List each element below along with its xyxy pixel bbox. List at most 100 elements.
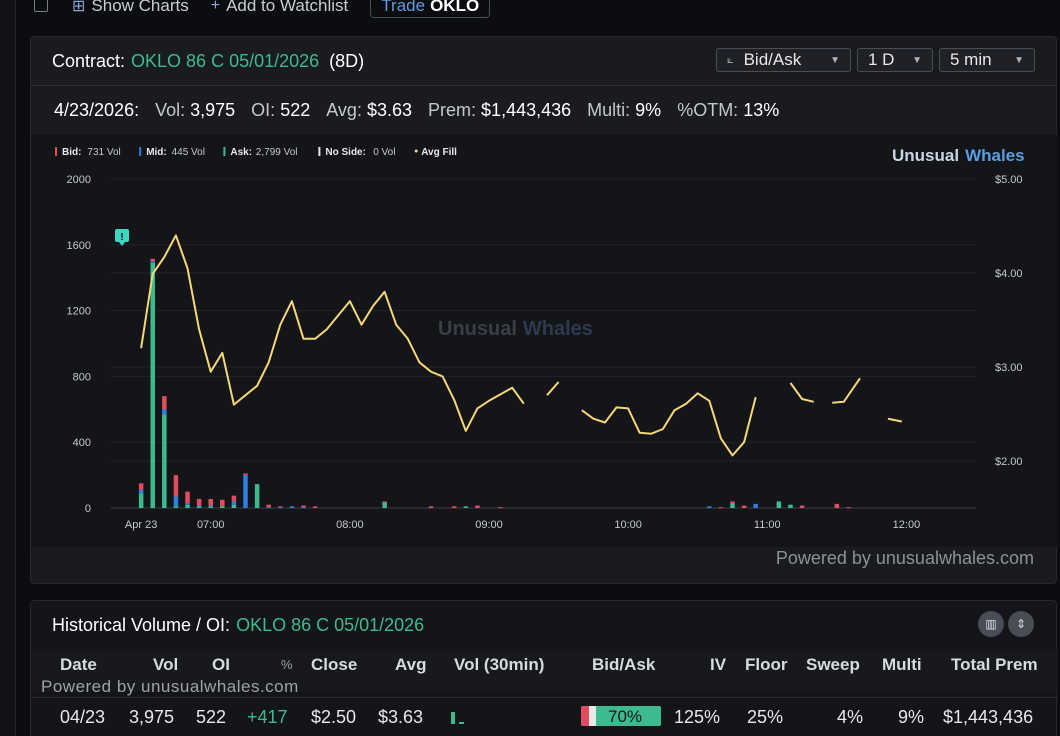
col-pct[interactable]: % xyxy=(281,657,293,672)
bar-segment-bid xyxy=(382,501,387,503)
bar-segment-bid xyxy=(475,505,480,508)
legend-item: Avg Fill xyxy=(414,147,457,158)
col-iv[interactable]: IV xyxy=(710,655,727,674)
columns-icon[interactable]: ▥ xyxy=(978,611,1004,637)
legend-swatch xyxy=(55,147,57,156)
volume-bar xyxy=(231,495,237,508)
volume-bar xyxy=(173,475,179,508)
volume-bar xyxy=(382,501,387,508)
avg-fill-segment xyxy=(832,377,861,404)
cell-sweep: 4% xyxy=(837,707,864,727)
volume-bar xyxy=(463,506,469,508)
volume-bar xyxy=(718,507,724,509)
bar-segment-bid xyxy=(150,258,155,262)
bar-segment-ask xyxy=(150,262,155,508)
bar-segment-ask xyxy=(138,493,144,508)
chevron-down-icon: ▼ xyxy=(830,54,840,66)
col-avg[interactable]: Avg xyxy=(395,655,427,674)
chart-legend: Bid: 731 Vol Mid: 445 Vol Ask: 2,799 Vol No Si… xyxy=(55,147,457,158)
bar-segment-bid xyxy=(834,503,840,508)
col-date[interactable]: Date xyxy=(60,655,97,674)
bar-segment-bid xyxy=(428,506,434,508)
bar-segment-bid xyxy=(730,501,735,504)
legend-name: Mid: xyxy=(146,147,167,158)
col-total-prem[interactable]: Total Prem xyxy=(951,655,1038,674)
x-axis-time: Apr 23 07:00 08:00 09:00 10:00 11:00 12:00 xyxy=(125,519,920,531)
cell-date: 04/23 xyxy=(60,707,106,727)
col-close[interactable]: Close xyxy=(311,655,358,674)
collapse-panel-icon[interactable] xyxy=(34,0,48,12)
avg-fill-segment xyxy=(887,417,902,423)
cell-total-prem: $1,443,436 xyxy=(943,707,1034,727)
col-vol-30min[interactable]: Vol (30min) xyxy=(454,655,545,674)
chart-type-dropdown[interactable]: ⟀ Bid/Ask ▼ xyxy=(716,48,851,72)
chevron-down-icon: ▼ xyxy=(912,54,922,66)
bar-segment-mid xyxy=(138,489,144,494)
grid-icon: ⊞ xyxy=(72,0,86,15)
bar-segment-bid xyxy=(138,483,144,490)
volume-bar xyxy=(741,505,747,508)
col-vol[interactable]: Vol xyxy=(153,655,179,674)
bar-segment-ask xyxy=(196,506,202,508)
col-sweep[interactable]: Sweep xyxy=(806,655,860,674)
chart-grid xyxy=(111,178,976,509)
x-tick-label: 07:00 xyxy=(197,519,225,531)
y2-tick-label: $2.00 xyxy=(995,456,1023,468)
bar-segment-mid xyxy=(196,505,202,507)
historical-title: Historical Volume / OI: OKLO 86 C 05/01/… xyxy=(52,615,425,635)
bar-segment-ask xyxy=(185,504,190,508)
x-tick-label: 09:00 xyxy=(475,519,503,531)
bar-segment-bid xyxy=(301,505,306,508)
bar-segment-bid xyxy=(208,498,213,506)
expand-collapse-icon[interactable]: ⇕ xyxy=(1008,611,1034,637)
day-stats: 4/23/2026: Vol: 3,975 OI: 522 Avg: $3.63… xyxy=(54,100,780,120)
bar-segment-ask xyxy=(208,506,213,508)
panel-actions: ▥ ⇕ xyxy=(978,611,1034,637)
flow-chart-svg: Bid: 731 Vol Mid: 445 Vol Ask: 2,799 Vol No Si… xyxy=(55,146,1025,531)
bar-segment-bid xyxy=(266,504,271,508)
col-floor[interactable]: Floor xyxy=(745,655,788,674)
range-dropdown[interactable]: 1 D ▼ xyxy=(857,48,933,72)
bar-segment-ask xyxy=(173,506,179,508)
bar-segment-bid xyxy=(185,491,190,504)
volume-bars xyxy=(138,258,851,509)
volume-bar xyxy=(834,503,840,508)
volume-bar xyxy=(150,258,155,508)
legend-swatch xyxy=(139,147,142,156)
bar-segment-bid xyxy=(196,498,202,506)
avg-fill-line xyxy=(140,234,902,457)
bar-segment-mid xyxy=(278,507,283,509)
add-to-watchlist-button[interactable]: + Add to Watchlist xyxy=(211,0,349,16)
bar-segment-ask xyxy=(776,501,782,508)
volume-bar xyxy=(289,506,295,508)
y-tick-label: 1600 xyxy=(67,240,91,252)
vol-30min-sparkline xyxy=(451,712,464,724)
plus-icon: + xyxy=(210,0,221,14)
show-charts-button[interactable]: ⊞ Show Charts xyxy=(72,0,189,16)
volume-bar xyxy=(254,484,260,508)
historical-symbol[interactable]: OKLO 86 C 05/01/2026 xyxy=(236,615,425,635)
bar-segment-ask xyxy=(162,414,167,508)
table-header: Date Vol OI % Close Avg Vol (30min) Bid/… xyxy=(31,651,1058,691)
top-toolbar: ⊞ Show Charts + Add to Watchlist Trade O… xyxy=(72,0,491,18)
volume-bar xyxy=(243,473,248,508)
cell-close: $2.50 xyxy=(311,707,357,727)
contract-symbol[interactable]: OKLO 86 C 05/01/2026 xyxy=(131,51,320,71)
chart-watermark: Unusual Whales xyxy=(438,318,593,340)
volume-bar xyxy=(799,505,805,508)
avg-fill-segment xyxy=(546,381,560,396)
bar-segment-mid xyxy=(231,501,237,505)
bar-segment-mid xyxy=(266,507,271,509)
y-tick-label: 2000 xyxy=(67,174,91,186)
x-tick-label: 10:00 xyxy=(614,519,642,531)
col-multi[interactable]: Multi xyxy=(882,655,922,674)
x-tick-label: Apr 23 xyxy=(125,519,157,531)
table-row[interactable]: 04/23 3,975 522 +417 $2.50 $3.63 70% 125… xyxy=(31,697,1058,736)
alert-marker[interactable]: ! xyxy=(115,229,129,246)
table-watermark: Powered by unusualwhales.com xyxy=(41,677,299,696)
bar-segment-bid xyxy=(846,507,851,509)
col-bid-ask[interactable]: Bid/Ask xyxy=(592,655,656,674)
trade-button[interactable]: Trade OKLO xyxy=(370,0,491,18)
interval-dropdown[interactable]: 5 min ▼ xyxy=(939,48,1035,72)
col-oi[interactable]: OI xyxy=(212,655,230,674)
